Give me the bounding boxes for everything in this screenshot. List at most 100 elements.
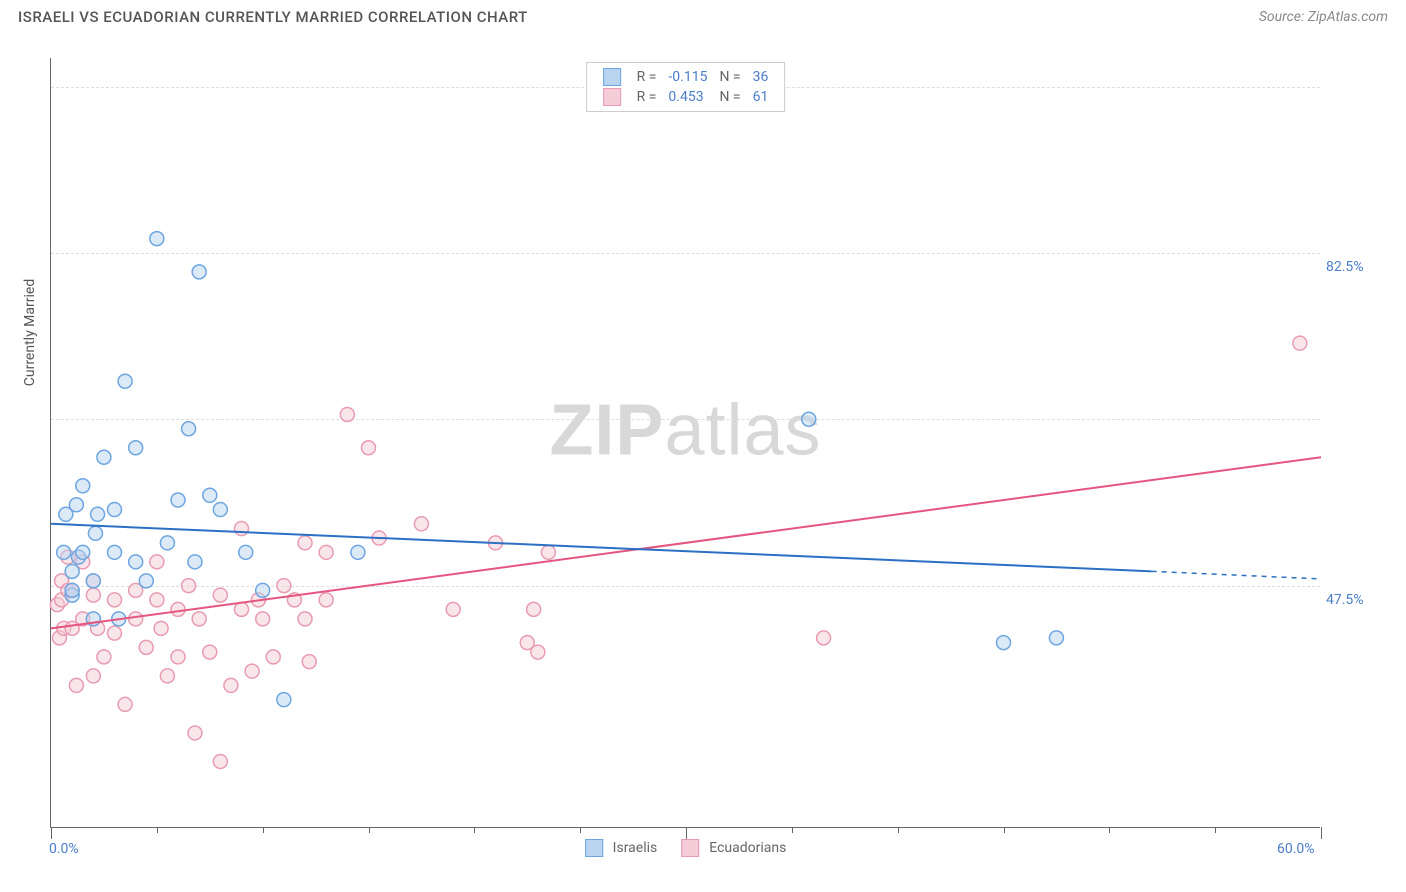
- x-tick-minor: [369, 827, 370, 833]
- scatter-point-ecuadorians: [129, 612, 143, 626]
- trendline-israelis: [51, 524, 1152, 572]
- x-tick-major: [1321, 827, 1322, 839]
- scatter-point-ecuadorians: [224, 678, 238, 692]
- x-tick-minor: [1215, 827, 1216, 833]
- scatter-svg: [51, 58, 1320, 827]
- scatter-point-ecuadorians: [213, 588, 227, 602]
- trendline-ecuadorians: [51, 457, 1321, 628]
- scatter-point-ecuadorians: [139, 640, 153, 654]
- stat-N-label: N =: [713, 87, 746, 107]
- x-tick-minor: [792, 827, 793, 833]
- y-tick-label: 82.5%: [1326, 259, 1386, 275]
- scatter-point-ecuadorians: [118, 697, 132, 711]
- stat-R-israelis: -0.115: [662, 67, 713, 87]
- scatter-point-ecuadorians: [150, 555, 164, 569]
- scatter-point-ecuadorians: [298, 612, 312, 626]
- trendline-israelis-dash: [1152, 571, 1321, 579]
- scatter-point-israelis: [97, 450, 111, 464]
- scatter-point-ecuadorians: [108, 626, 122, 640]
- chart-title: ISRAELI VS ECUADORIAN CURRENTLY MARRIED …: [18, 8, 528, 26]
- scatter-point-ecuadorians: [108, 593, 122, 607]
- swatch-ecuadorians-icon: [681, 839, 699, 857]
- scatter-point-israelis: [69, 498, 83, 512]
- scatter-point-ecuadorians: [277, 579, 291, 593]
- scatter-point-ecuadorians: [86, 669, 100, 683]
- legend-label-israelis: Israelis: [613, 840, 658, 856]
- scatter-point-ecuadorians: [160, 669, 174, 683]
- scatter-point-ecuadorians: [171, 650, 185, 664]
- x-tick-minor: [474, 827, 475, 833]
- scatter-point-israelis: [182, 422, 196, 436]
- scatter-point-israelis: [997, 636, 1011, 650]
- stat-N-ecuadorians: 61: [747, 87, 775, 107]
- scatter-point-israelis: [139, 574, 153, 588]
- stat-R-ecuadorians: 0.453: [662, 87, 713, 107]
- scatter-point-israelis: [203, 488, 217, 502]
- scatter-point-ecuadorians: [235, 602, 249, 616]
- scatter-point-israelis: [192, 265, 206, 279]
- scatter-point-ecuadorians: [188, 726, 202, 740]
- x-tick-minor: [157, 827, 158, 833]
- scatter-point-ecuadorians: [86, 588, 100, 602]
- scatter-point-ecuadorians: [446, 602, 460, 616]
- legend-stats: R = -0.115 N = 36 R = 0.453 N = 61: [586, 62, 786, 112]
- x-tick-minor: [1004, 827, 1005, 833]
- scatter-point-ecuadorians: [817, 631, 831, 645]
- scatter-point-israelis: [171, 493, 185, 507]
- x-tick-minor: [1109, 827, 1110, 833]
- scatter-point-ecuadorians: [266, 650, 280, 664]
- scatter-point-israelis: [57, 545, 71, 559]
- scatter-point-israelis: [129, 441, 143, 455]
- scatter-point-ecuadorians: [414, 517, 428, 531]
- scatter-point-israelis: [76, 479, 90, 493]
- scatter-point-israelis: [65, 564, 79, 578]
- scatter-point-ecuadorians: [256, 612, 270, 626]
- scatter-point-ecuadorians: [203, 645, 217, 659]
- scatter-point-ecuadorians: [245, 664, 259, 678]
- swatch-ecuadorians: [603, 88, 621, 106]
- scatter-point-ecuadorians: [213, 754, 227, 768]
- legend-item-ecuadorians: Ecuadorians: [681, 839, 786, 857]
- x-tick-major: [686, 827, 687, 839]
- stat-R-label: R =: [631, 87, 663, 107]
- scatter-point-ecuadorians: [340, 407, 354, 421]
- scatter-point-ecuadorians: [235, 522, 249, 536]
- scatter-point-israelis: [86, 574, 100, 588]
- scatter-point-ecuadorians: [541, 545, 555, 559]
- scatter-point-ecuadorians: [319, 593, 333, 607]
- x-tick-label: 0.0%: [49, 841, 79, 857]
- scatter-point-ecuadorians: [182, 579, 196, 593]
- scatter-point-israelis: [239, 545, 253, 559]
- scatter-point-ecuadorians: [319, 545, 333, 559]
- swatch-israelis-icon: [585, 839, 603, 857]
- stat-N-israelis: 36: [747, 67, 775, 87]
- scatter-point-israelis: [188, 555, 202, 569]
- legend-row-ecuadorians: R = 0.453 N = 61: [597, 87, 775, 107]
- plot-area: ZIPatlas R = -0.115 N = 36 R = 0.453 N =…: [50, 58, 1320, 828]
- scatter-point-israelis: [256, 583, 270, 597]
- scatter-point-israelis: [108, 503, 122, 517]
- scatter-point-israelis: [118, 374, 132, 388]
- scatter-point-ecuadorians: [531, 645, 545, 659]
- swatch-israelis: [603, 68, 621, 86]
- scatter-point-ecuadorians: [154, 621, 168, 635]
- y-tick-label: 47.5%: [1326, 592, 1386, 608]
- scatter-point-israelis: [351, 545, 365, 559]
- legend-series: Israelis Ecuadorians: [585, 839, 787, 857]
- scatter-point-israelis: [213, 503, 227, 517]
- scatter-point-israelis: [802, 412, 816, 426]
- scatter-point-israelis: [108, 545, 122, 559]
- scatter-point-israelis: [150, 232, 164, 246]
- scatter-point-israelis: [65, 583, 79, 597]
- x-tick-major: [51, 827, 52, 839]
- y-axis-label: Currently Married: [22, 279, 38, 386]
- scatter-point-ecuadorians: [97, 650, 111, 664]
- scatter-point-israelis: [160, 536, 174, 550]
- stat-N-label: N =: [713, 67, 746, 87]
- scatter-point-ecuadorians: [150, 593, 164, 607]
- scatter-point-ecuadorians: [171, 602, 185, 616]
- scatter-point-ecuadorians: [298, 536, 312, 550]
- legend-item-israelis: Israelis: [585, 839, 658, 857]
- x-tick-minor: [580, 827, 581, 833]
- scatter-point-israelis: [129, 555, 143, 569]
